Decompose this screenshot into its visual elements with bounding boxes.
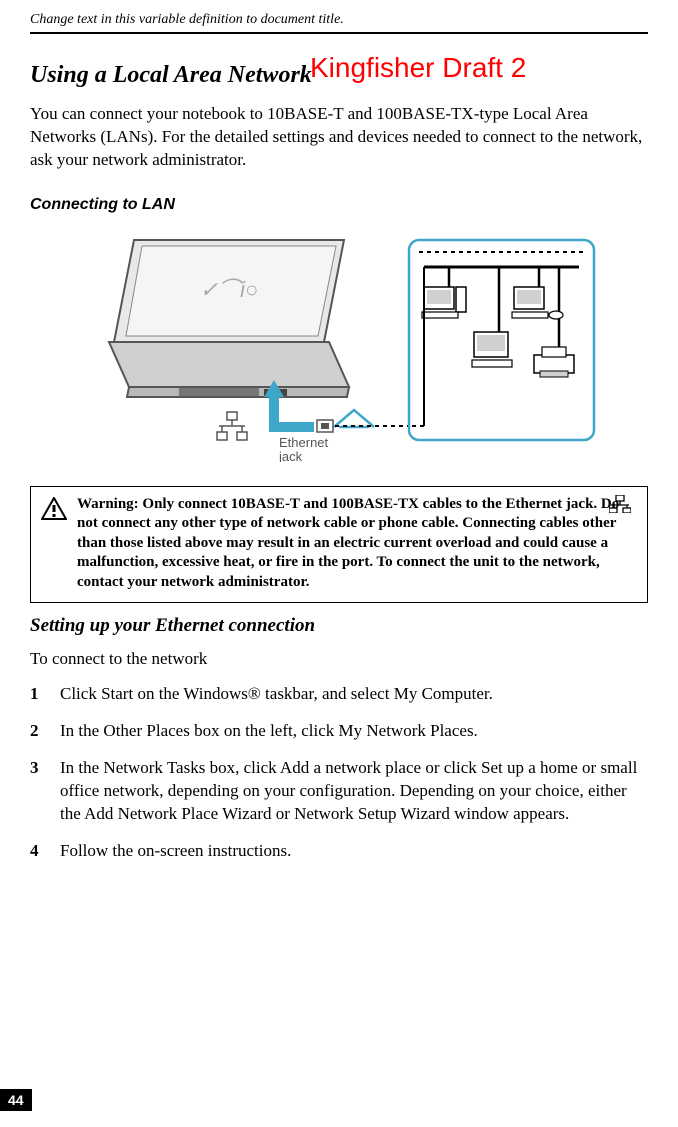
setup-heading: Setting up your Ethernet connection: [30, 615, 648, 637]
step-item: 1 Click Start on the Windows® taskbar, a…: [30, 683, 648, 706]
intro-paragraph: You can connect your notebook to 10BASE-…: [30, 103, 648, 172]
ethernet-plug-icon: [317, 420, 333, 432]
step-number: 3: [30, 757, 60, 826]
step-text: In the Other Places box on the left, cli…: [60, 720, 648, 743]
title-row: Using a Local Area Network Kingfisher Dr…: [30, 62, 648, 89]
step-text: Click Start on the Windows® taskbar, and…: [60, 683, 648, 706]
setup-intro: To connect to the network: [30, 649, 648, 669]
steps-list: 1 Click Start on the Windows® taskbar, a…: [30, 683, 648, 863]
inline-network-icon: [609, 495, 631, 518]
warning-text: Warning: Only connect 10BASE-T and 100BA…: [77, 496, 619, 590]
laptop-icon: ✓⌒i○: [109, 240, 349, 397]
header-rule: [30, 32, 648, 34]
warning-icon: [41, 497, 67, 526]
step-text: In the Network Tasks box, click Add a ne…: [60, 757, 648, 826]
step-item: 2 In the Other Places box on the left, c…: [30, 720, 648, 743]
tent-icon: [334, 410, 374, 427]
step-item: 4 Follow the on-screen instructions.: [30, 840, 648, 863]
step-number: 1: [30, 683, 60, 706]
network-glyph-icon: [217, 412, 247, 440]
network-box-icon: [409, 240, 594, 440]
section-title: Using a Local Area Network: [30, 62, 312, 88]
lan-diagram: ✓⌒i○ Ethernet jack: [79, 232, 599, 462]
step-text: Follow the on-screen instructions.: [60, 840, 648, 863]
warning-box: Warning: Only connect 10BASE-T and 100BA…: [30, 486, 648, 604]
connecting-heading: Connecting to LAN: [30, 196, 648, 214]
page-number: 44: [0, 1089, 32, 1111]
running-header: Change text in this variable definition …: [30, 12, 648, 28]
ethernet-label-2: jack: [278, 449, 303, 462]
step-item: 3 In the Network Tasks box, click Add a …: [30, 757, 648, 826]
ethernet-label-1: Ethernet: [279, 435, 329, 450]
step-number: 4: [30, 840, 60, 863]
step-number: 2: [30, 720, 60, 743]
draft-stamp: Kingfisher Draft 2: [310, 52, 526, 84]
svg-text:✓⌒i○: ✓⌒i○: [200, 277, 259, 302]
